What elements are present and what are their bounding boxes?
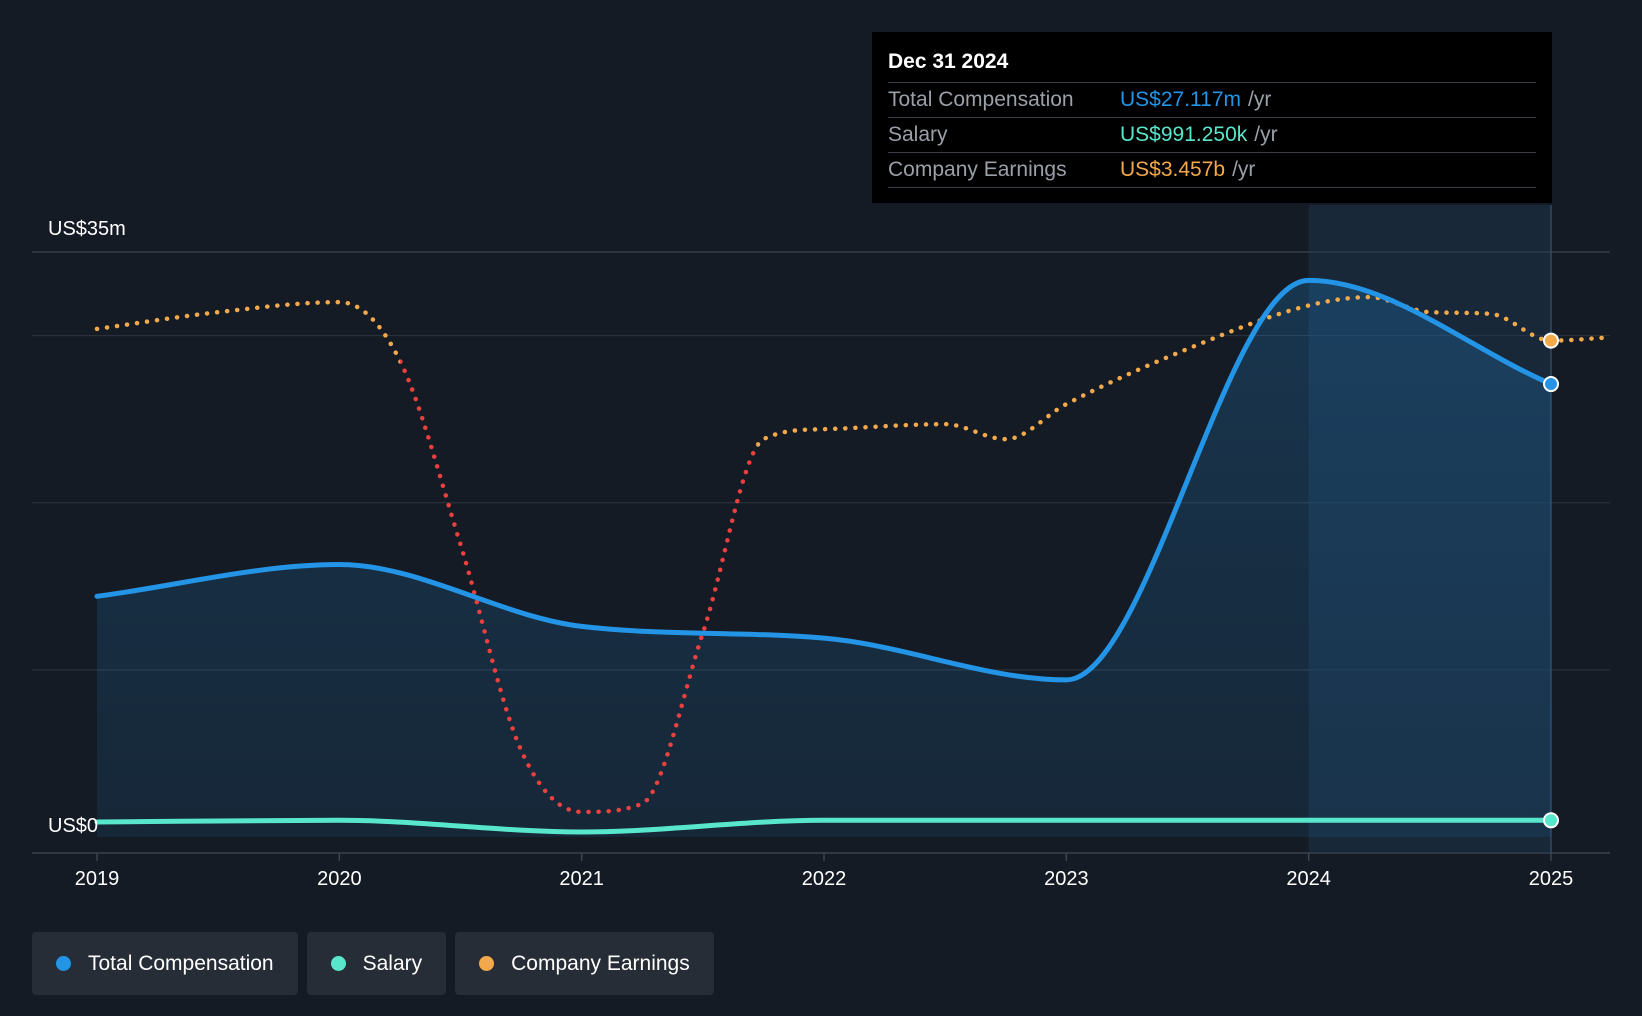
- legend-item-salary[interactable]: Salary: [306, 932, 447, 995]
- tooltip-unit: /yr: [1248, 88, 1272, 111]
- legend-item-company-earnings[interactable]: Company Earnings: [455, 932, 714, 995]
- tooltip-value: US$3.457b: [1120, 158, 1226, 181]
- tooltip-value: US$27.117m: [1120, 88, 1242, 111]
- tooltip-date: Dec 31 2024: [888, 50, 1009, 73]
- total-compensation-area: [97, 280, 1551, 837]
- total-compensation-area-fill: [97, 280, 1551, 837]
- x-tick-label: 2020: [317, 868, 362, 890]
- salary-path: [94, 817, 1554, 835]
- y-axis-bottom-label: US$0: [48, 815, 98, 837]
- legend-dot-icon: [56, 956, 71, 971]
- x-tick-label: 2021: [559, 868, 604, 890]
- x-tick-label: 2025: [1529, 868, 1574, 890]
- total-compensation-line: [94, 277, 1554, 683]
- company-earnings-path: [94, 294, 1614, 815]
- x-tick-label: 2019: [75, 868, 120, 890]
- tooltip-row-company-earnings: Company Earnings US$3.457b /yr: [888, 152, 1536, 188]
- tooltip-label: Salary: [888, 123, 948, 146]
- end-markers: [1543, 332, 1559, 829]
- tooltip-unit: /yr: [1232, 158, 1256, 181]
- x-tick-label: 2022: [802, 868, 847, 890]
- tooltip-unit: /yr: [1254, 123, 1278, 146]
- legend-dot-icon: [479, 956, 495, 971]
- tooltip-row-salary: Salary US$991.250k /yr: [888, 117, 1536, 152]
- legend-label: Total Compensation: [88, 951, 274, 975]
- tooltip: Dec 31 2024 Total Compensation US$27.117…: [872, 32, 1552, 203]
- legend-item-total-compensation[interactable]: Total Compensation: [32, 932, 298, 995]
- x-tick-label: 2023: [1044, 868, 1089, 890]
- x-axis-ticks: 2019 2020 2021 2022 2023 2024 2025: [75, 853, 1574, 890]
- tooltip-label: Company Earnings: [888, 158, 1067, 181]
- legend-label: Company Earnings: [511, 951, 690, 975]
- x-tick-label: 2024: [1286, 868, 1331, 890]
- legend-dot-icon: [330, 956, 346, 971]
- tooltip-value: US$991.250k: [1120, 123, 1248, 146]
- total-compensation-path: [94, 277, 1554, 683]
- tooltip-label: Total Compensation: [888, 88, 1074, 111]
- y-axis-top-label: US$35m: [48, 218, 126, 240]
- salary-line: [94, 817, 1554, 835]
- company-earnings-marker: [1543, 332, 1559, 349]
- company-earnings-line: [94, 294, 1614, 815]
- legend-label: Salary: [362, 951, 423, 975]
- legend: Total Compensation Salary Company Earnin…: [32, 932, 714, 995]
- total-compensation-marker: [1543, 376, 1559, 393]
- tooltip-row-total-compensation: Total Compensation US$27.117m /yr: [888, 82, 1536, 117]
- salary-marker: [1543, 812, 1559, 829]
